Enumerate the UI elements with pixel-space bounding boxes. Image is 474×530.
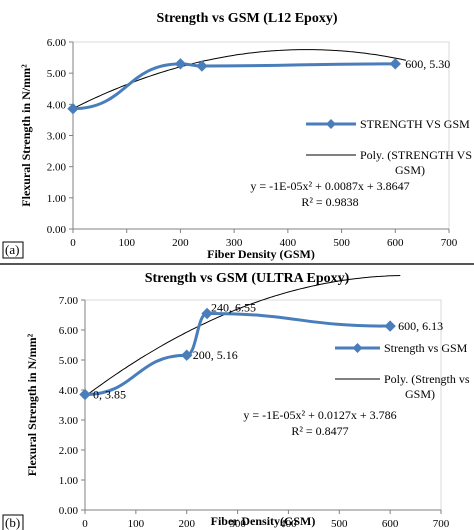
chart-b-title: Strength vs GSM (ULTRA Epoxy) (145, 271, 350, 286)
chart-b-x-tick-label: 100 (128, 518, 145, 530)
chart-a-data-point (67, 102, 79, 115)
chart-b-trendline (84, 275, 401, 397)
chart-a-y-tick-label: 4.00 (47, 99, 67, 111)
chart-a-x-tick-label: 0 (70, 237, 76, 249)
chart-panel-b: Strength vs GSM (ULTRA Epoxy) 0.00 1.00 2.0… (0, 265, 474, 530)
chart-a-data-point (389, 58, 401, 70)
chart-b-data-label: 600, 6.13 (398, 319, 443, 333)
chart-b-panel-label: (b) (5, 515, 20, 530)
chart-b-legend-trend-label-line2: GSM) (405, 387, 435, 401)
chart-a-panel-label: (a) (5, 242, 19, 257)
chart-b-y-tick-label: 5.00 (59, 355, 79, 367)
chart-b-y-axis-label: Flexural Strength in N/mm² (25, 333, 39, 476)
chart-a-data-label: 600, 5.30 (405, 57, 450, 71)
chart-a-x-axis-label: Fiber Density (GSM) (207, 247, 315, 261)
chart-a-y-tick-label: 5.00 (47, 68, 67, 80)
chart-a-x-tick-label: 200 (172, 237, 189, 249)
chart-b-y-tick-label: 0.00 (59, 505, 79, 517)
chart-a-trend-equation: y = -1E-05x² + 0.0087x + 3.8647 (250, 179, 409, 193)
chart-b-data-label: 200, 5.16 (193, 348, 238, 362)
chart-b-panel-label-box (2, 514, 24, 530)
chart-a-x-tick-label: 400 (280, 237, 297, 249)
chart-b-x-tick-label: 500 (331, 518, 348, 530)
chart-b-legend-trend-label-line1: Poly. (Strength vs (384, 372, 470, 386)
chart-b-data-label: 240, 6.55 (211, 301, 256, 315)
chart-b-data-point (79, 388, 91, 401)
chart-b-y-tick-label: 6.00 (59, 325, 79, 337)
chart-a-x-tick-label: 500 (333, 237, 350, 249)
chart-a-x-tick-label: 300 (226, 237, 243, 249)
chart-b-data-label: 0, 3.85 (93, 388, 126, 402)
chart-b-y-tick-label: 7.00 (59, 295, 79, 307)
chart-b-x-tick-label: 200 (178, 518, 195, 530)
chart-a-svg: Strength vs GSM (L12 Epoxy) 0.00 1.00 2.00 3… (2, 11, 472, 261)
chart-b-plot-area (84, 299, 442, 511)
chart-b-data-point (181, 349, 193, 361)
chart-a-x-tick-label: 700 (441, 237, 458, 249)
chart-a-data-point (174, 58, 187, 70)
chart-a-y-tick-label: 2.00 (47, 162, 67, 174)
chart-a-legend-trend-label-line2: GSM) (395, 163, 425, 177)
chart-a-y-tick-label: 0.00 (47, 224, 67, 236)
chart-panel-a: Strength vs GSM (L12 Epoxy) 0.00 1.00 2.00 3… (2, 11, 473, 261)
chart-a-x-tick-label: 600 (387, 237, 404, 249)
chart-a-data-point (196, 60, 208, 72)
chart-b-legend-series-marker (352, 343, 363, 353)
chart-b-x-tick-label: 300 (229, 518, 246, 530)
chart-a-trendline (72, 49, 407, 110)
chart-a-legend-series-marker (326, 119, 336, 129)
chart-b-x-axis-label: Fiber Density(GSM) (211, 514, 316, 528)
chart-b-trend-r2: R² = 0.8477 (291, 424, 348, 438)
chart-a-legend-series-label: STRENGTH VS GSM (360, 117, 470, 131)
chart-a-trend-r2: R² = 0.9838 (301, 195, 358, 209)
chart-b-series-line (84, 311, 391, 396)
chart-b-trend-equation: y = -1E-05x² + 0.0127x + 3.786 (243, 408, 396, 422)
panel-divider (0, 263, 474, 265)
chart-b-legend-series-label: Strength vs GSM (384, 341, 468, 355)
chart-a-legend-trend-label-line1: Poly. (STRENGTH VS (360, 148, 472, 162)
chart-a-plot-area (72, 41, 450, 230)
chart-b-x-tick-label: 600 (382, 518, 399, 530)
chart-a-title: Strength vs GSM (L12 Epoxy) (157, 11, 338, 26)
chart-a-y-axis-label: Flexural Strength in N/mm² (19, 64, 33, 207)
chart-b-data-point (201, 307, 213, 320)
chart-b-x-tick-label: 0 (82, 518, 88, 530)
chart-b-y-tick-label: 2.00 (59, 445, 79, 457)
chart-b-x-tick-label: 700 (433, 518, 450, 530)
chart-b-svg: Strength vs GSM (ULTRA Epoxy) 0.00 1.00 2.0… (2, 271, 470, 530)
chart-a-y-tick-label: 6.00 (47, 37, 67, 49)
chart-b-y-tick-label: 1.00 (59, 475, 79, 487)
chart-a-panel-label-box (2, 241, 24, 259)
chart-b-y-tick-label: 4.00 (59, 385, 79, 397)
chart-b-data-point (384, 320, 396, 332)
chart-a-series-line (72, 62, 396, 111)
chart-b-x-tick-label: 400 (280, 518, 297, 530)
chart-a-y-tick-label: 1.00 (47, 193, 67, 205)
chart-b-y-tick-label: 3.00 (59, 415, 79, 427)
chart-a-x-tick-label: 100 (118, 237, 135, 249)
chart-a-y-tick-label: 3.00 (47, 131, 67, 143)
